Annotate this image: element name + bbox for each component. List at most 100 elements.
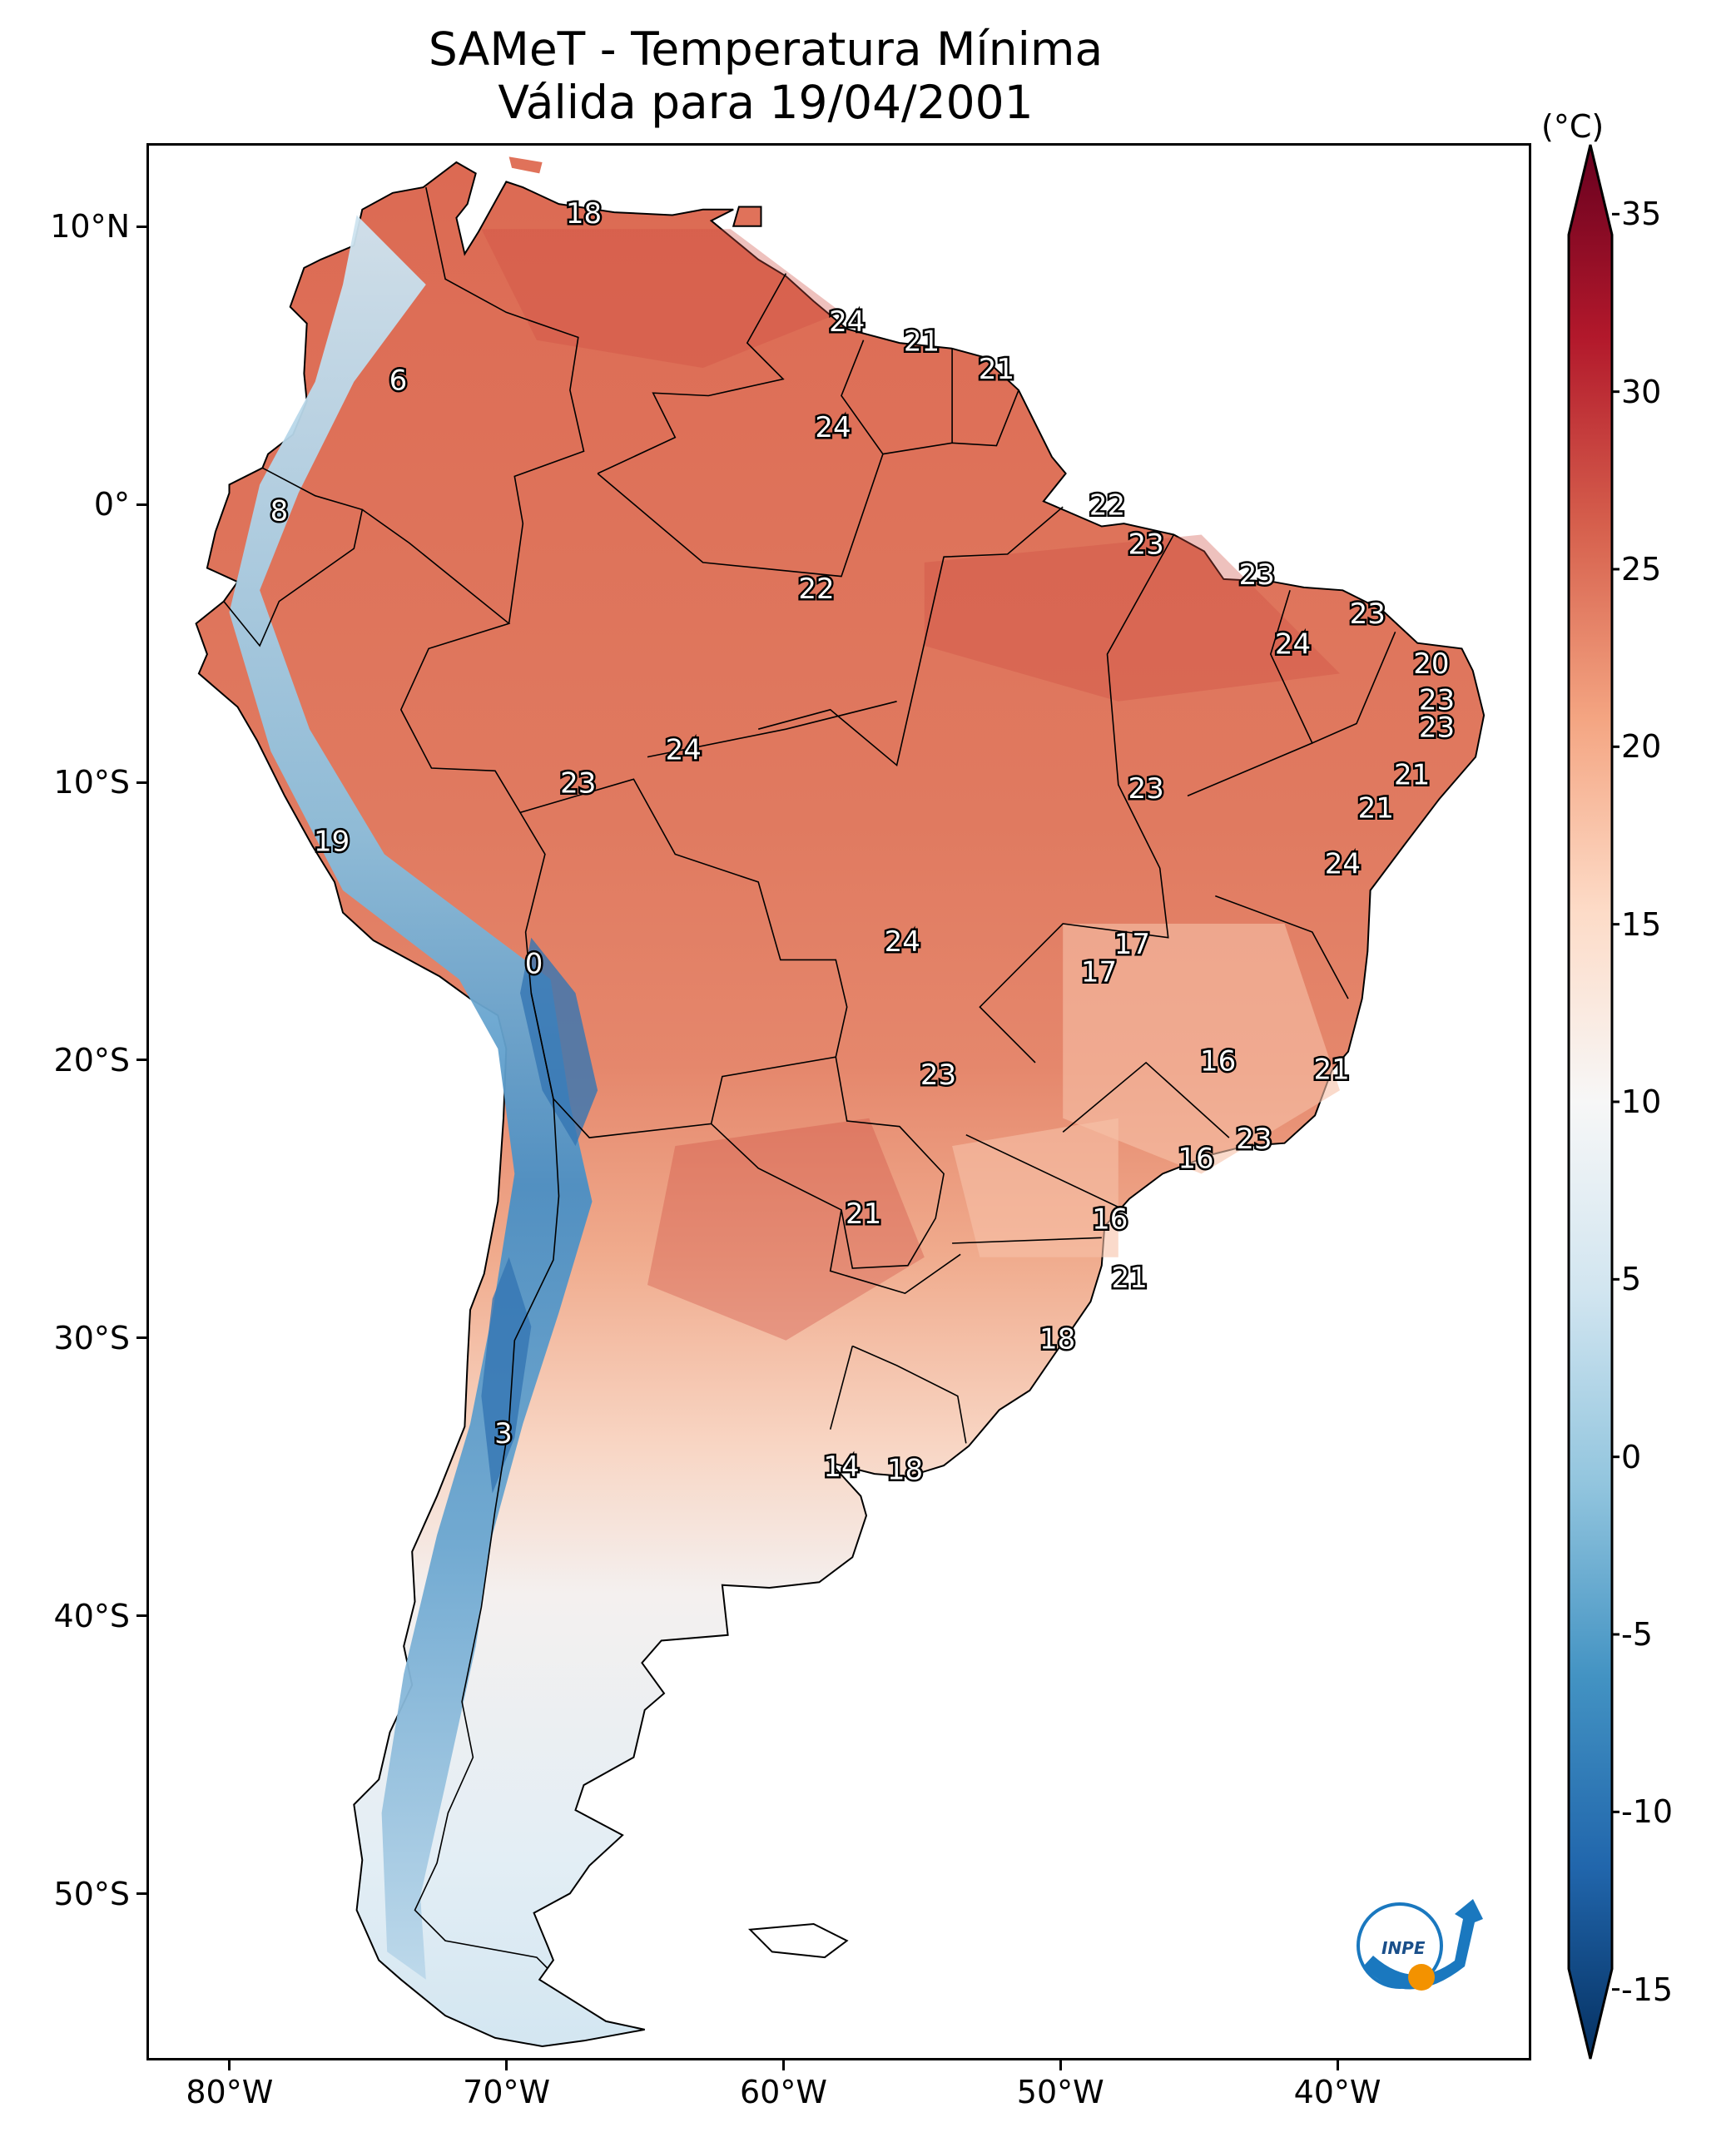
temperature-label: 23	[1236, 1123, 1272, 1156]
border-line-7	[711, 1057, 945, 1269]
colorbar-tick-label: 15	[1621, 905, 1662, 943]
border-line-4	[223, 467, 364, 647]
inpe-logo: INPE	[1357, 1899, 1483, 1991]
temperature-label: 3	[494, 1417, 513, 1450]
colorbar-tick-label: 0	[1621, 1438, 1642, 1475]
y-tick-label: 10°S	[53, 764, 130, 801]
x-tick-mark	[1336, 2060, 1339, 2070]
y-tick-label: 0°	[93, 486, 130, 523]
central-andes-cold	[481, 1257, 532, 1494]
y-tick-mark	[136, 1614, 146, 1618]
hot-region-1	[647, 1118, 925, 1341]
temperature-label: 21	[904, 325, 940, 359]
x-tick-mark	[1059, 2060, 1062, 2070]
x-tick-label: 50°W	[1016, 2074, 1104, 2110]
colorbar-tick-label: -5	[1621, 1616, 1653, 1653]
temperature-label: 8	[270, 494, 289, 528]
map-subtitle: Válida para 19/04/2001	[498, 76, 1034, 129]
temperature-label: 23	[560, 767, 596, 801]
border-line-19	[952, 1237, 1102, 1244]
y-tick-mark	[136, 1336, 146, 1340]
colorbar-unit: (°C)	[1541, 108, 1605, 145]
temperature-label: 14	[823, 1450, 859, 1484]
temperature-label: 21	[1313, 1053, 1349, 1086]
logo-text: INPE	[1381, 1938, 1426, 1958]
x-tick-mark	[781, 2060, 785, 2070]
border-line-3	[952, 389, 1019, 447]
temperature-label: 21	[1111, 1262, 1147, 1295]
y-tick-label: 20°S	[53, 1041, 130, 1078]
temperature-label: 17	[1114, 928, 1150, 961]
colorbar-tick-label: -10	[1621, 1793, 1674, 1831]
land-shading	[195, 156, 1486, 2048]
border-line-5	[361, 508, 546, 994]
border-line-17	[1062, 1061, 1230, 1138]
colorbar-tick-label: 30	[1621, 373, 1662, 410]
caribbean-islands	[508, 156, 543, 174]
y-tick-mark	[136, 225, 146, 228]
temperature-label: 23	[1419, 712, 1455, 745]
temperature-label: 23	[1419, 683, 1455, 717]
border-line-14	[1187, 590, 1313, 797]
continent-shape	[195, 161, 1486, 2048]
temperature-label: 24	[1325, 847, 1361, 880]
altiplano-cold	[520, 937, 598, 1147]
border-line-12	[757, 506, 1064, 767]
hot-region-2	[924, 534, 1340, 702]
temperature-label: 17	[1081, 956, 1117, 989]
logo-arrow	[1363, 1899, 1483, 1990]
temperature-label: 22	[1089, 489, 1125, 523]
y-tick-label: 30°S	[53, 1319, 130, 1356]
temperature-label: 23	[1350, 598, 1386, 631]
temperature-label: 19	[314, 826, 350, 859]
x-tick-mark	[505, 2060, 508, 2070]
y-tick-label: 10°N	[50, 208, 130, 245]
border-line-9	[829, 1209, 961, 1294]
mild-region-1	[952, 1118, 1118, 1257]
x-tick-label: 60°W	[739, 2074, 827, 2110]
temperature-label: 6	[389, 364, 408, 397]
andes-cold-belt	[229, 215, 593, 1980]
country-borders	[223, 186, 1396, 1970]
temperature-label: 23	[1128, 772, 1163, 806]
trinidad-island	[732, 206, 762, 227]
colorbar	[1567, 144, 1619, 2060]
border-line-10	[851, 1345, 967, 1444]
temperature-label: 21	[846, 1197, 881, 1231]
map-frame: 18 6 8 24 21 21 24 22 23 23 22 23 24 20 23 23 24 23 23 21 21…	[146, 143, 1531, 2060]
temperature-label: 0	[525, 948, 543, 981]
y-tick-mark	[136, 1892, 146, 1896]
border-line-16	[1215, 895, 1349, 999]
temperature-label: 24	[829, 305, 865, 339]
border-line-6	[519, 778, 848, 1138]
colorbar-tick-label: 10	[1621, 1083, 1662, 1120]
temperature-label: 20	[1413, 647, 1449, 681]
temperature-label: 23	[920, 1059, 956, 1092]
colorbar-tick-label: 25	[1621, 551, 1662, 588]
x-tick-label: 80°W	[186, 2074, 274, 2110]
y-tick-mark	[136, 781, 146, 784]
y-tick-label: 40°S	[53, 1597, 130, 1634]
border-line-13	[979, 534, 1175, 1064]
border-line-11	[829, 1346, 854, 1430]
map-title: SAMeT - Temperatura Mínima	[428, 22, 1104, 76]
temperature-label: 21	[1394, 759, 1430, 792]
temperature-label: 21	[1358, 792, 1394, 826]
border-line-0	[425, 186, 585, 624]
temperature-label: 22	[798, 573, 834, 606]
border-line-15	[1312, 631, 1396, 744]
y-tick-mark	[136, 503, 146, 506]
colorbar-tick-label: 5	[1621, 1261, 1642, 1298]
temperature-label: 18	[887, 1453, 923, 1486]
temperature-label: 18	[566, 197, 602, 231]
temperature-label: 21	[979, 353, 1014, 386]
temperature-label: 16	[1178, 1142, 1213, 1175]
border-line-20	[647, 701, 897, 758]
border-line-21	[597, 454, 884, 578]
colorbar-tick-label: 35	[1621, 196, 1662, 233]
y-tick-label: 50°S	[53, 1875, 130, 1912]
colorbar-body	[1567, 144, 1614, 2060]
temperature-label: 16	[1092, 1203, 1128, 1237]
temperature-label: 23	[1128, 528, 1163, 561]
